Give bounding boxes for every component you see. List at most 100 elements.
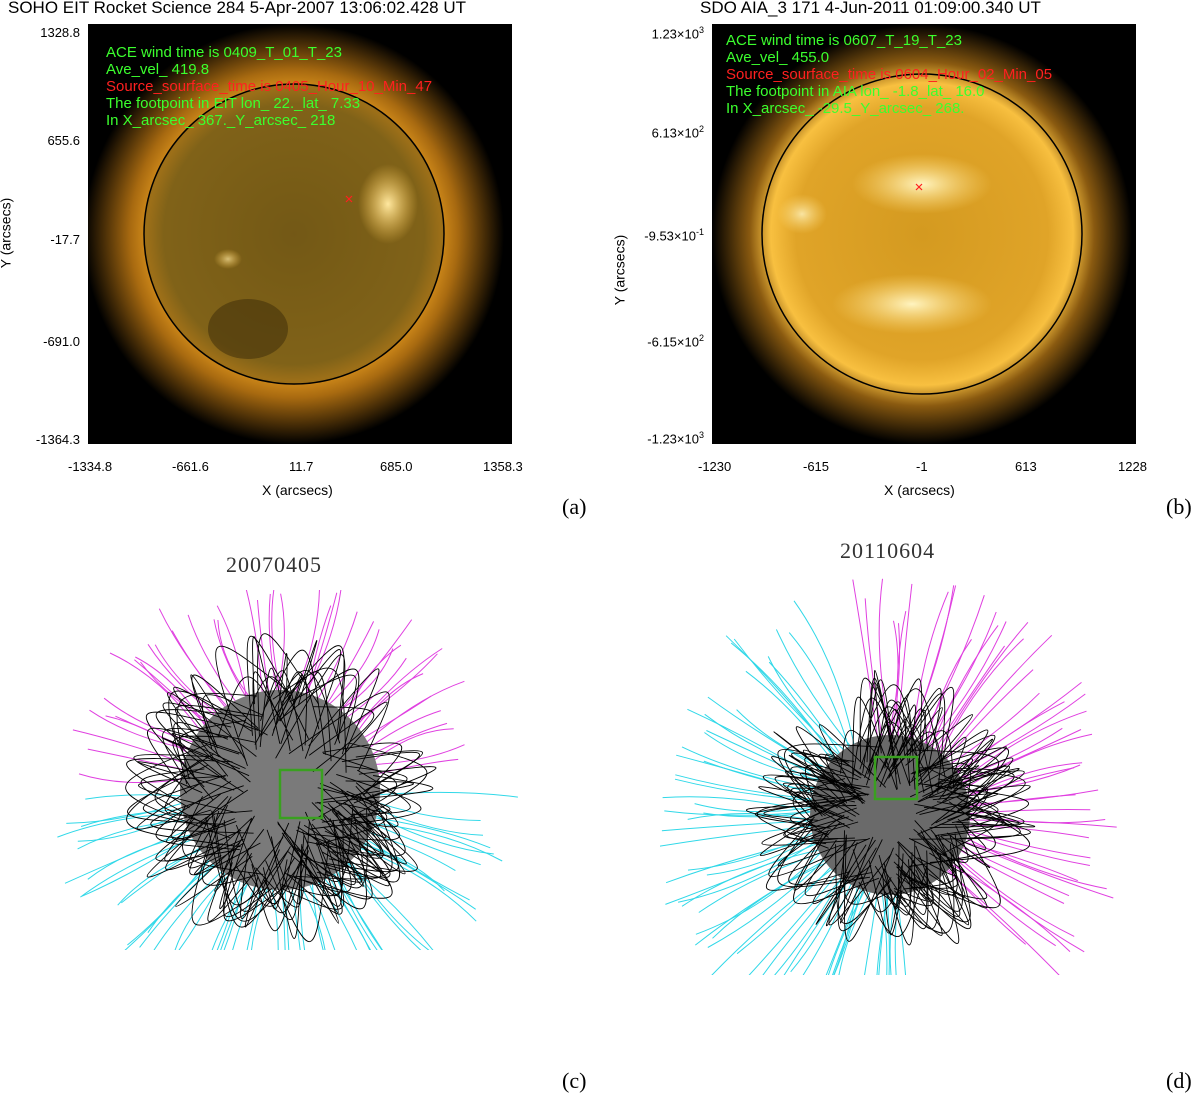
open-field-line [662,796,823,815]
open-field-line [127,847,219,946]
closed-field-loop [936,801,1025,837]
closed-field-loop [140,768,207,826]
closed-field-loop [287,813,367,910]
open-field-line [775,629,859,756]
closed-field-loop [915,768,1020,815]
closed-field-loop [912,747,1009,809]
closed-field-loop [171,733,246,769]
closed-field-loop [900,824,1001,909]
closed-field-loop [126,758,233,809]
closed-field-loop [322,752,397,824]
open-field-line [66,798,196,824]
closed-field-loop [790,766,859,814]
panel-b-ytick-5: -1.23×103 [647,430,704,447]
open-field-line [957,819,1117,828]
open-field-line [957,789,1099,806]
closed-field-loop [162,702,259,761]
open-field-line [314,866,371,950]
open-field-line [956,827,1091,859]
open-field-line [940,692,1040,771]
closed-field-loop [168,690,268,785]
open-field-line [957,808,1091,816]
panel-c-date-title: 20070405 [226,552,322,577]
panel-a-sun-svg [88,24,504,444]
open-field-line [802,873,856,975]
open-field-line [140,661,222,729]
open-field-line [695,844,830,935]
closed-field-loop [155,709,247,780]
closed-field-loop [345,765,408,801]
panel-a-ytick-5: -1364.3 [35,432,80,447]
panel-a-xlabel: X (arcsecs) [262,482,333,498]
closed-field-loop [190,674,246,760]
closed-field-loop [880,843,955,934]
closed-field-loop [843,836,894,942]
panel-b-ytick-3: -9.53×10-1 [644,227,704,244]
open-field-line [268,874,279,950]
open-field-line [289,590,320,706]
open-field-line [178,859,232,950]
open-field-line [953,838,1078,882]
closed-field-loop [345,818,406,875]
closed-field-loop [329,805,382,856]
closed-field-loop [312,706,375,772]
closed-field-loop [297,793,400,883]
closed-field-loop [289,674,357,745]
open-field-line [354,830,470,901]
closed-field-loop [146,813,223,878]
open-field-line [358,821,503,862]
open-field-line [665,838,827,905]
panel-b-overlay-line-5: In X_arcsec_ -29.5_Y_arcsec_ 268. [726,100,965,117]
open-field-line [694,854,836,946]
panel-b-overlay-text: ACE wind time is 0607_T_19_T_23 Ave_vel_… [726,32,1052,117]
open-field-line [364,791,518,798]
open-field-line [660,824,823,847]
closed-field-loop [812,840,872,904]
open-field-line [335,853,434,950]
closed-field-loop [755,798,857,829]
closed-field-loop [272,667,347,773]
panel-a-ytick-3: -17.7 [50,232,80,247]
closed-field-loop [283,829,352,893]
closed-field-loop [321,788,399,873]
panel-c-letter: (c) [562,1068,587,1093]
panel-b-sun-svg [712,24,1132,444]
open-field-line [687,827,824,871]
panel-b-xtick-4: 613 [1015,459,1037,474]
panel-a-overlay-line-1: ACE wind time is 0409_T_01_T_23 [106,44,342,61]
closed-field-loop [126,759,241,848]
closed-field-loop [303,810,391,879]
open-field-line [934,638,1024,765]
closed-field-loop [270,836,303,939]
panel-a-ytick-2: 655.6 [47,133,80,148]
closed-field-loop [215,645,293,767]
open-field-line [884,620,899,748]
panel-a-xtick-5: 1358.3 [483,459,523,474]
open-field-line [704,732,831,783]
closed-field-loop [281,835,344,897]
panel-c-source-box [278,768,324,820]
closed-field-loop [238,676,309,739]
closed-field-loop [314,775,434,804]
closed-field-loop [889,730,955,788]
open-field-line [913,595,985,752]
closed-field-loop [255,856,302,908]
closed-field-loop [793,829,880,905]
closed-field-loop [897,830,970,926]
closed-field-loop [917,734,996,801]
closed-field-loop [251,858,302,932]
panel-b-active-region-south [832,274,992,334]
open-field-line [954,764,1081,795]
closed-field-loop [792,778,846,838]
open-field-line [774,867,848,975]
closed-field-loop [883,844,900,910]
open-field-line [793,600,857,757]
panel-a-footpoint-marker [345,195,353,203]
closed-field-loop [308,701,388,776]
panel-a-limb-circle [143,83,445,385]
closed-field-loop [879,704,916,788]
open-field-line [894,882,907,975]
closed-field-loop [161,737,250,777]
closed-field-loop [263,835,305,921]
closed-field-loop [308,668,380,753]
